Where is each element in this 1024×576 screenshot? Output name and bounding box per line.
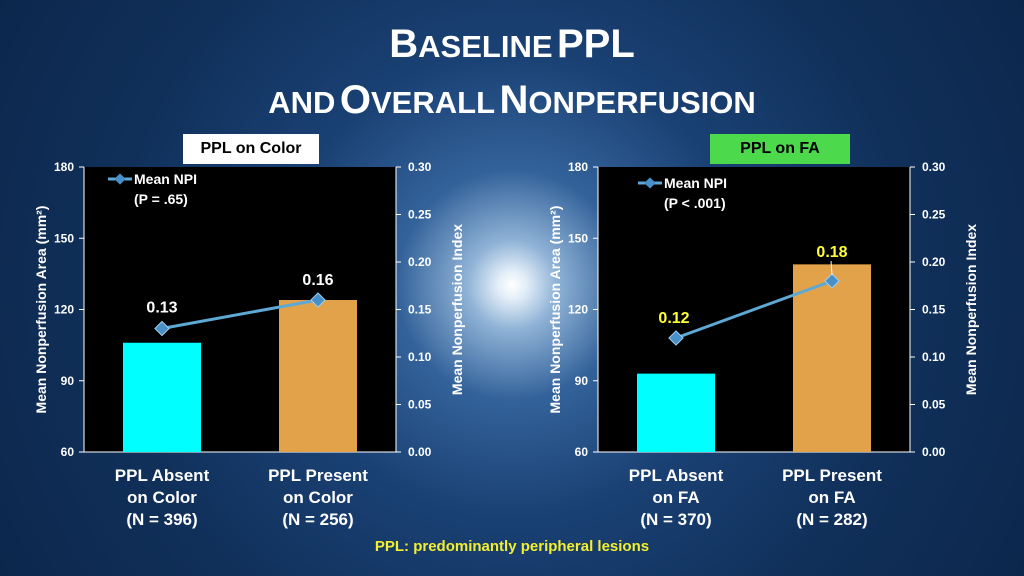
legend-pvalue: (P = .65): [134, 191, 188, 207]
right-tick-label: 0.05: [922, 398, 946, 412]
right-tick-label: 0.30: [922, 160, 946, 174]
category-label: on FA: [808, 488, 855, 507]
category-label: PPL Present: [268, 466, 368, 485]
bar-1: [793, 264, 871, 452]
left-tick-label: 180: [54, 160, 74, 174]
left-axis-title: Mean Nonperfusion Area (mm²): [33, 206, 49, 414]
slide-title-line-2: AND OVERALL NONPERFUSION: [268, 78, 756, 122]
legend-label: Mean NPI: [664, 175, 727, 191]
right-axis-title: Mean Nonperfusion Index: [963, 224, 979, 395]
chart-right-box-label: PPL on FA: [710, 134, 850, 164]
chart-1: 60 90 120 150 180 0.00 0.05 0.10 0.15 0.20 0.25 0.3…: [547, 160, 979, 529]
bar-0: [637, 373, 715, 452]
right-tick-label: 0.10: [408, 350, 432, 364]
right-tick-label: 0.30: [408, 160, 432, 174]
legend-pvalue: (P < .001): [664, 195, 726, 211]
category-label: (N = 256): [282, 510, 353, 529]
right-tick-label: 0.25: [922, 208, 946, 222]
right-tick-label: 0.05: [408, 398, 432, 412]
right-tick-label: 0.10: [922, 350, 946, 364]
npi-data-label: 0.13: [146, 300, 177, 317]
right-tick-label: 0.15: [922, 303, 946, 317]
right-tick-label: 0.20: [922, 255, 946, 269]
category-label: (N = 396): [126, 510, 197, 529]
left-tick-label: 120: [54, 303, 74, 317]
npi-line: [675, 279, 833, 340]
bar-1: [279, 300, 357, 452]
category-label: (N = 370): [640, 510, 711, 529]
slide-title-line-1: BASELINE PPL: [389, 22, 635, 66]
left-tick-label: 60: [61, 445, 75, 459]
category-label: (N = 282): [796, 510, 867, 529]
category-label: on FA: [652, 488, 699, 507]
npi-data-label: 0.12: [658, 310, 689, 327]
right-tick-label: 0.00: [408, 445, 432, 459]
right-tick-label: 0.25: [408, 208, 432, 222]
right-tick-label: 0.15: [408, 303, 432, 317]
npi-point: [668, 330, 684, 346]
category-label: PPL Absent: [115, 466, 210, 485]
npi-data-label: 0.16: [302, 272, 333, 289]
left-tick-label: 120: [568, 303, 588, 317]
right-tick-label: 0.20: [408, 255, 432, 269]
chart-0: 60 90 120 150 180 0.00 0.05 0.10 0.15 0.20 0.25 0.3…: [33, 160, 465, 529]
npi-point: [824, 273, 840, 289]
chart-left-box-label: PPL on Color: [183, 134, 319, 164]
bar-0: [123, 342, 201, 452]
npi-point: [154, 320, 170, 337]
footnote: PPL: predominantly peripheral lesions: [374, 538, 650, 555]
left-tick-label: 180: [568, 160, 588, 174]
right-axis-title: Mean Nonperfusion Index: [449, 224, 465, 395]
category-label: on Color: [127, 488, 197, 507]
legend-marker: [644, 177, 656, 189]
npi-line: [161, 298, 319, 330]
left-tick-label: 60: [575, 445, 589, 459]
left-tick-label: 150: [568, 231, 588, 245]
category-label: PPL Present: [782, 466, 882, 485]
left-tick-label: 90: [61, 374, 75, 388]
npi-point: [310, 292, 326, 308]
leader-line: [830, 260, 833, 276]
category-label: PPL Absent: [629, 466, 724, 485]
left-tick-label: 150: [54, 231, 74, 245]
legend-label: Mean NPI: [134, 171, 197, 187]
npi-data-label: 0.18: [816, 244, 847, 261]
category-label: on Color: [283, 488, 353, 507]
left-axis-title: Mean Nonperfusion Area (mm²): [547, 206, 563, 414]
left-tick-label: 90: [575, 374, 589, 388]
right-tick-label: 0.00: [922, 445, 946, 459]
